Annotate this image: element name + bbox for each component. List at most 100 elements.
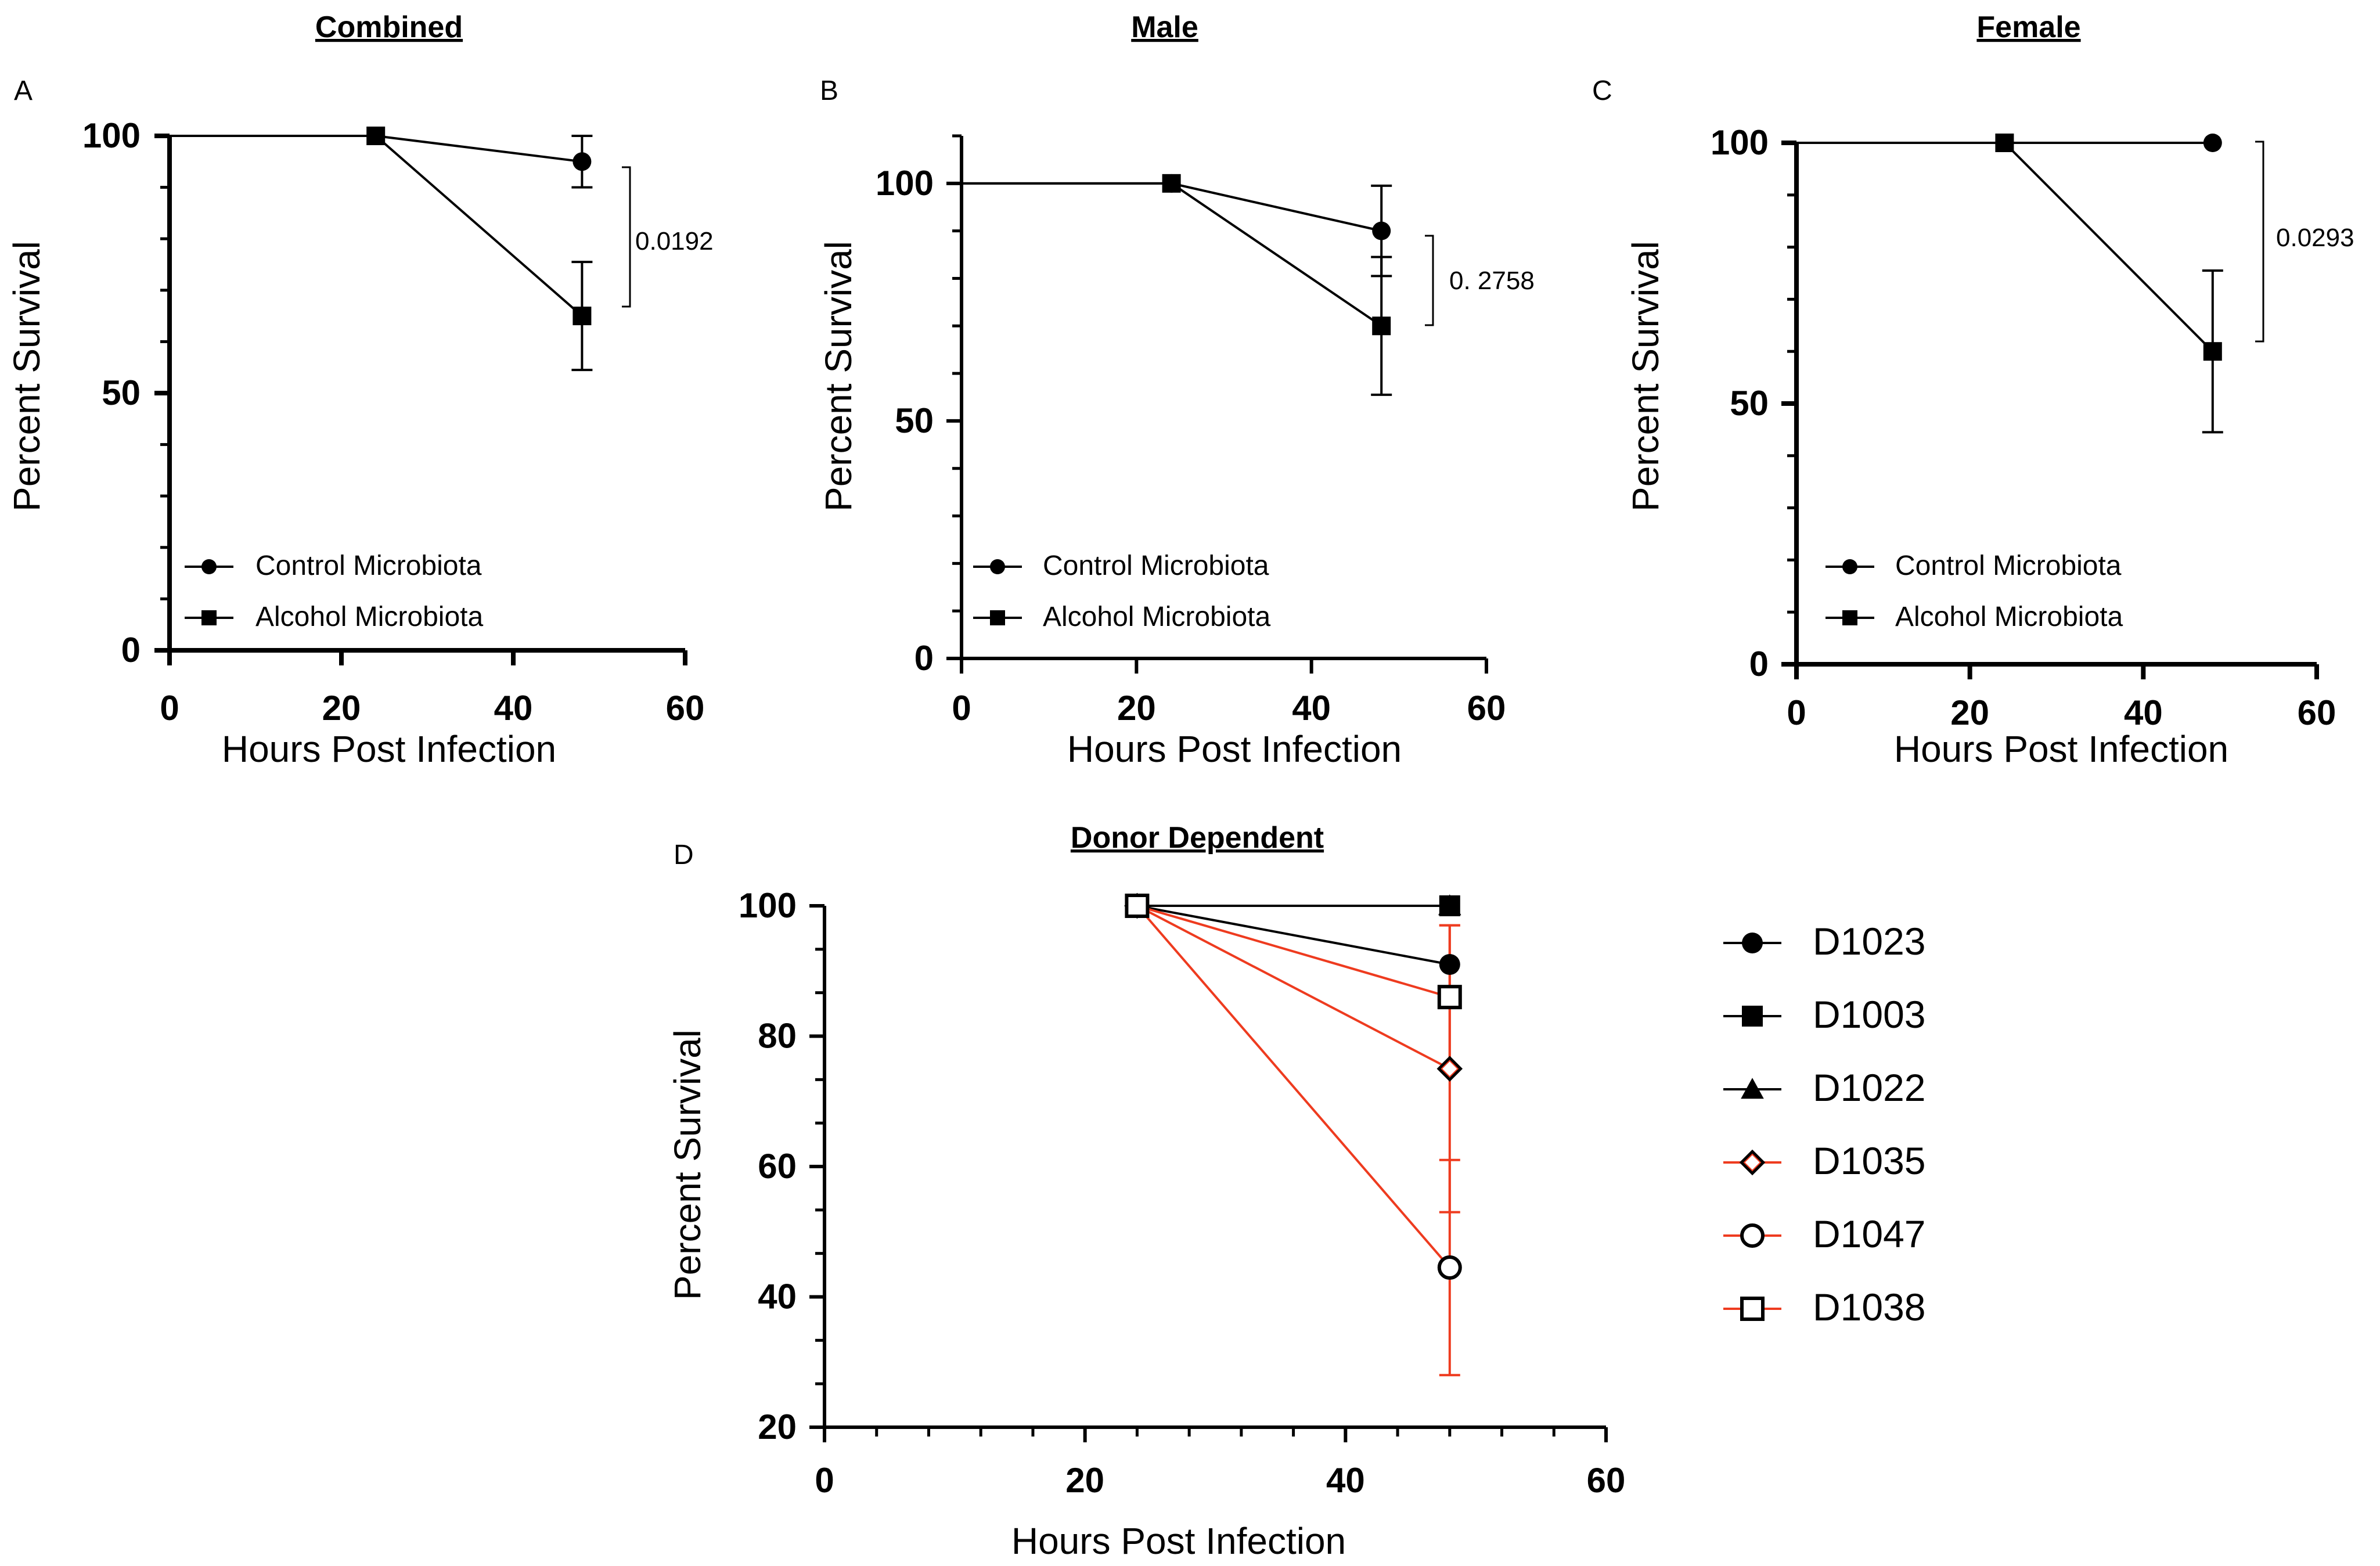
- series-line: [1137, 905, 1450, 966]
- x-axis-label: Hours Post Infection: [1067, 728, 1402, 770]
- x-tick-label: 0: [952, 689, 971, 728]
- x-tick-label: 20: [1117, 689, 1156, 728]
- x-tick-label: 20: [322, 689, 361, 728]
- data-point-circle-open: [1437, 1255, 1462, 1280]
- data-point-square: [2203, 342, 2222, 361]
- legend-item-alcohol: Alcohol Microbiota: [973, 602, 1270, 632]
- plot-area: 0 20 40 60 0 50 100: [876, 134, 1506, 728]
- legend-item-d1023: D1023: [1723, 920, 1926, 963]
- data-point-square: [1372, 316, 1391, 336]
- data-point-square: [1162, 174, 1181, 193]
- y-tick-label: 100: [82, 116, 141, 155]
- x-tick-label: 20: [1065, 1461, 1104, 1500]
- legend: Control Microbiota Alcohol Microbiota: [1825, 550, 2123, 632]
- legend-label: Control Microbiota: [1043, 550, 1269, 581]
- p-value-label: 0. 2758: [1449, 267, 1535, 295]
- legend-item-d1003: D1003: [1723, 993, 1926, 1036]
- series-line: [1136, 905, 1451, 1269]
- y-tick-label: 20: [758, 1407, 797, 1446]
- legend-label: D1047: [1813, 1212, 1926, 1255]
- legend-item-alcohol: Alcohol Microbiota: [1825, 602, 2123, 632]
- legend-label: Alcohol Microbiota: [1895, 602, 2123, 632]
- legend-item-alcohol: Alcohol Microbiota: [185, 602, 483, 632]
- x-tick-label: 40: [1292, 689, 1331, 728]
- panel-title: Female: [1976, 10, 2080, 44]
- legend-label: D1035: [1813, 1139, 1926, 1182]
- y-axis-label: Percent Survival: [6, 241, 48, 512]
- data-point-square-open: [1125, 894, 1150, 918]
- data-point-circle: [201, 559, 217, 574]
- legend-item-d1035: D1035: [1723, 1139, 1926, 1182]
- y-tick-label: 0: [914, 639, 934, 678]
- x-tick-label: 40: [1326, 1461, 1365, 1500]
- plot-area: 0 20 40 60 0 50 100: [82, 116, 704, 728]
- x-tick-label: 20: [1950, 693, 1989, 732]
- legend-label: D1023: [1813, 920, 1926, 963]
- x-tick-label: 60: [2298, 693, 2336, 732]
- y-tick-label: 0: [121, 631, 141, 669]
- x-axis-label: Hours Post Infection: [1894, 728, 2228, 770]
- p-value-label: 0.0293: [2276, 224, 2354, 252]
- significance-bracket: [2255, 141, 2264, 343]
- significance-bracket: [1425, 235, 1434, 326]
- y-tick-label: 60: [758, 1147, 797, 1186]
- y-axis-label: Percent Survival: [1625, 241, 1666, 512]
- legend-item-control: Control Microbiota: [973, 550, 1269, 581]
- data-point-diamond-open: [1436, 1056, 1463, 1082]
- data-point-triangle: [1438, 894, 1461, 916]
- panel-title: Donor Dependent: [1071, 821, 1324, 855]
- panel-a: 0 20 40 60 0 50 100 Combined A Hours Post Infe…: [6, 10, 714, 770]
- y-tick-label: 100: [1711, 123, 1769, 162]
- x-tick-label: 60: [1587, 1461, 1626, 1500]
- y-tick-label: 100: [876, 164, 934, 203]
- x-tick-label: 40: [494, 689, 533, 728]
- legend-item-d1047: D1047: [1723, 1212, 1926, 1255]
- x-tick-label: 40: [2124, 693, 2163, 732]
- panel-b: 0 20 40 60 0 50 100 Male B Hours Post Infectio…: [818, 10, 1535, 770]
- data-point-circle: [1372, 221, 1391, 240]
- data-point-circle: [1439, 954, 1460, 975]
- data-point-square: [573, 307, 592, 326]
- data-point-square: [366, 127, 386, 145]
- plot-area: 0 20 40 60 20 40 60 80 100: [739, 886, 1625, 1500]
- data-point-diamond-open-inner: [1441, 1060, 1459, 1078]
- data-point-circle: [990, 559, 1005, 574]
- legend-label: Control Microbiota: [255, 550, 482, 581]
- y-tick-label: 0: [1749, 645, 1769, 683]
- data-point-circle: [573, 152, 592, 171]
- data-point-square: [1742, 1006, 1763, 1027]
- y-tick-label: 100: [739, 886, 797, 925]
- panel-letter: A: [14, 75, 33, 106]
- x-axis-label: Hours Post Infection: [222, 728, 556, 770]
- data-point-diamond-open-inner: [1743, 1153, 1762, 1172]
- legend: Control Microbiota Alcohol Microbiota: [185, 550, 483, 632]
- data-point-circle-open: [1740, 1223, 1765, 1248]
- panel-letter: B: [820, 75, 838, 106]
- panel-d: 0 20 40 60 20 40 60 80 100 Donor Dependent D Hou…: [667, 821, 1926, 1562]
- legend-item-control: Control Microbiota: [185, 550, 482, 581]
- x-tick-label: 60: [666, 689, 705, 728]
- legend-label: D1003: [1813, 993, 1926, 1036]
- x-tick-label: 60: [1467, 689, 1506, 728]
- legend-label: Control Microbiota: [1895, 550, 2122, 581]
- significance-bracket: [622, 166, 631, 308]
- y-tick-label: 50: [102, 373, 141, 412]
- panel-title: Combined: [315, 10, 463, 44]
- legend-label: D1038: [1813, 1286, 1926, 1329]
- y-axis-label: Percent Survival: [667, 1029, 708, 1300]
- data-point-square: [201, 610, 217, 625]
- data-point-square-open: [1437, 985, 1462, 1010]
- panel-letter: D: [674, 840, 694, 870]
- data-point-circle: [1842, 559, 1857, 574]
- data-point-square: [1995, 134, 2014, 152]
- data-point-square-open: [1740, 1297, 1765, 1321]
- y-tick-label: 50: [895, 401, 934, 440]
- data-point-circle: [1742, 933, 1763, 953]
- p-value-label: 0.0192: [635, 227, 714, 255]
- legend-label: D1022: [1813, 1066, 1926, 1109]
- x-tick-label: 0: [160, 689, 179, 728]
- y-tick-label: 80: [758, 1017, 797, 1056]
- data-point-square: [990, 610, 1005, 625]
- series-line: [1136, 905, 1450, 999]
